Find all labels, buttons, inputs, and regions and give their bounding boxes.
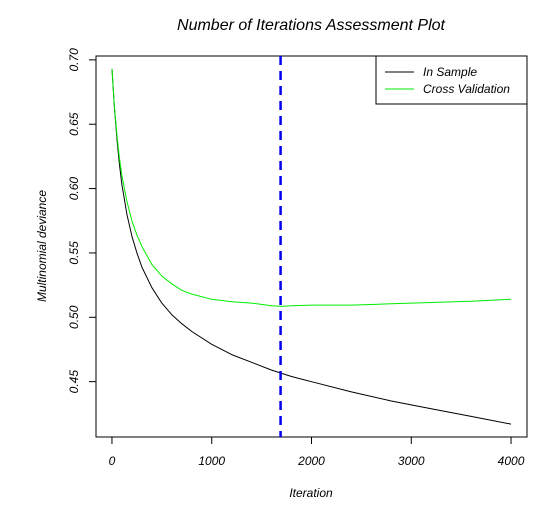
chart-title: Number of Iterations Assessment Plot [177,17,446,34]
y-tick-label: 0.65 [67,112,81,136]
y-tick-label: 0.55 [67,241,81,265]
y-axis-label: Multinomial deviance [35,190,49,302]
x-tick-label: 0 [109,454,116,468]
y-tick-label: 0.70 [67,48,81,72]
x-axis-label: Iteration [289,486,333,500]
x-tick-label: 1000 [198,454,225,468]
series-line-in-sample [111,68,512,425]
y-axis: 0.45 0.50 0.55 0.60 0.65 0.70 [67,48,97,394]
x-tick-label: 4000 [498,454,525,468]
legend-box [375,55,528,105]
legend-label-in-sample: In Sample [423,65,477,79]
legend-label-cross-validation: Cross Validation [423,82,510,96]
plot-frame [95,55,528,438]
x-tick-label: 2000 [297,454,325,468]
legend: In Sample Cross Validation [375,55,528,105]
x-axis: 0 1000 2000 3000 4000 [109,436,525,468]
series-layer [111,68,512,425]
y-tick-label: 0.45 [67,370,81,394]
series-line-cross-validation [111,68,512,307]
y-tick-label: 0.60 [67,177,81,201]
x-tick-label: 3000 [398,454,425,468]
y-tick-label: 0.50 [67,305,81,329]
